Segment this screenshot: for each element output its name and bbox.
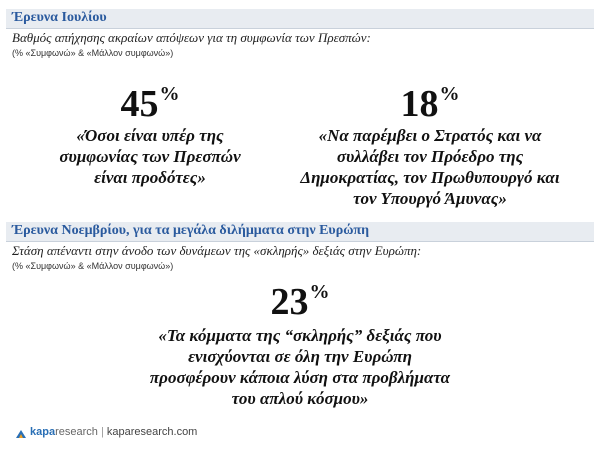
percentage-unit: %: [159, 83, 180, 105]
section-title: Έρευνα Ιουλίου: [12, 10, 107, 25]
brand-1: kapa: [30, 426, 56, 438]
quote-line: «Τα κόμματα της “σκληρής” δεξιάς που: [158, 326, 442, 345]
logo-icon: [16, 430, 26, 438]
percentage: 23%: [271, 280, 330, 324]
percentage-value: 18: [400, 83, 439, 125]
section-subtitle: Στάση απέναντι στην άνοδο των δυνάμεων τ…: [12, 243, 422, 258]
section-note: (% «Συμφωνώ» & «Μάλλον συμφωνώ»): [12, 261, 174, 271]
section-note: (% «Συμφωνώ» & «Μάλλον συμφωνώ»): [12, 48, 174, 58]
quote-line: συμφωνίας των Πρεσπών: [59, 147, 241, 166]
quote-line: είναι προδότες»: [94, 168, 206, 187]
percentage-unit: %: [309, 281, 330, 303]
section-band: [6, 222, 594, 242]
percentage: 45%: [121, 82, 180, 126]
section-title: Έρευνα Νοεμβρίου, για τα μεγάλα διλήμματ…: [12, 223, 370, 238]
quote-line: Δημοκρατίας, τον Πρωθυπουργό και: [300, 168, 560, 187]
brand-2: research: [55, 426, 98, 438]
footer: kaparesearch | kaparesearch.com: [30, 426, 198, 438]
quote-line: προσφέρουν κάποια λύση στα προβλήματα: [149, 368, 451, 387]
section-subtitle: Βαθμός απήχησης ακραίων απόψεων για τη σ…: [12, 30, 371, 45]
percentage: 18%: [401, 82, 460, 126]
percentage-value: 45: [120, 83, 159, 125]
section-band: [6, 9, 594, 29]
percentage-unit: %: [439, 83, 460, 105]
quote-line: τον Υπουργό Άμυνας»: [353, 189, 507, 208]
percentage-value: 23: [270, 281, 309, 323]
quote-line: «Όσοι είναι υπέρ της: [76, 126, 224, 145]
quote-line: του απλού κόσμου»: [231, 389, 369, 408]
quote-line: συλλάβει τον Πρόεδρο της: [336, 147, 524, 166]
footer-url: kaparesearch.com: [106, 426, 198, 438]
quote-line: ενισχύονται σε όλη την Ευρώπη: [188, 347, 412, 366]
quote-line: «Να παρέμβει ο Στρατός και να: [318, 126, 542, 145]
